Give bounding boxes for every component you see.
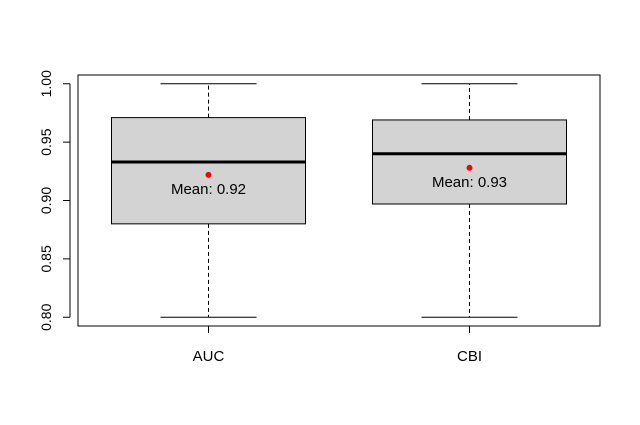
y-axis: 0.80 0.85 0.90 0.95 1.00	[38, 70, 71, 331]
iqr-box	[111, 117, 306, 225]
x-axis: AUC CBI	[193, 326, 482, 365]
x-tick-label: CBI	[457, 348, 482, 365]
box-group-auc: Mean: 0.92	[111, 83, 306, 318]
boxes-layer: Mean: 0.92 Mean: 0.93	[111, 83, 567, 318]
iqr-box	[372, 119, 567, 205]
box-group-cbi: Mean: 0.93	[372, 83, 567, 318]
y-tick-label: 0.85	[38, 245, 54, 272]
mean-label: Mean: 0.92	[171, 181, 246, 198]
x-tick-label: AUC	[193, 348, 225, 365]
mean-label: Mean: 0.93	[432, 174, 507, 191]
mean-point	[205, 171, 212, 178]
plot-frame	[77, 74, 601, 327]
y-tick-label: 0.80	[38, 303, 54, 330]
y-tick-label: 0.90	[38, 187, 54, 214]
y-tick-label: 1.00	[38, 70, 54, 97]
mean-point	[466, 164, 473, 171]
y-tick-label: 0.95	[38, 128, 54, 155]
